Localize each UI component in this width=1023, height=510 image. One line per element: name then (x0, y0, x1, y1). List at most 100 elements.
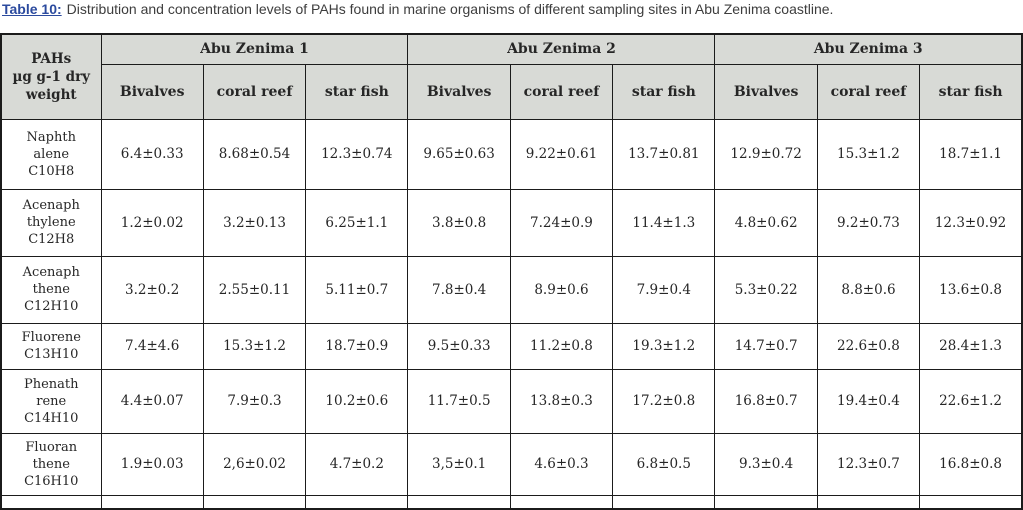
value-cell: 12.3±0.7 (816, 432, 921, 496)
organism-header: Bivalves (407, 63, 511, 120)
value-cell: 3,5±0.1 (407, 432, 511, 496)
value-cell: 15.3±1.2 (202, 322, 307, 370)
table-caption-label: Table 10: (2, 1, 62, 17)
table-row: Fluoran thene C16H10 1.9±0.03 2,6±0.02 4.7±0.… (0, 432, 1023, 496)
value-cell: 11.2±0.8 (509, 322, 614, 370)
value-cell: 12.3±0.92 (919, 188, 1023, 257)
value-cell: 8.8±0.6 (816, 255, 921, 324)
compound-line: C10H8 (28, 163, 75, 179)
value-cell: 7.8±0.4 (407, 255, 511, 324)
compound-cell: Fluorene C13H10 (0, 322, 102, 370)
value-cell: 4.7±0.2 (305, 432, 409, 496)
site-group-header: Abu Zenima 1 (100, 33, 409, 65)
value-cell: 12.9±0.72 (714, 118, 818, 190)
compound-cell: Acenaph thylene C12H8 (0, 188, 102, 257)
value-cell: 12.3±0.74 (305, 118, 409, 190)
value-cell: 19.4±0.4 (816, 368, 921, 434)
site-group-header: Abu Zenima 3 (714, 33, 1023, 65)
organism-header: coral reef (509, 63, 614, 120)
value-cell: 7.9±0.4 (612, 255, 716, 324)
value-cell: 9.22±0.61 (509, 118, 614, 190)
value-cell: 14.7±0.7 (714, 322, 818, 370)
value-cell: 13.6±0.8 (919, 255, 1023, 324)
value-cell: 3.2±0.2 (100, 255, 204, 324)
compound-line: thene (32, 282, 70, 297)
organism-header: star fish (305, 63, 409, 120)
value-cell: 4.6±0.3 (509, 432, 614, 496)
compound-cell: Phenath rene C14H10 (0, 368, 102, 434)
table-row: Acenaph thylene C12H8 1.2±0.02 3.2±0.13 6.25±… (0, 188, 1023, 257)
compound-line: Fluoran (25, 439, 78, 455)
value-cell: 8.68±0.54 (202, 118, 307, 190)
value-cell: 10.2±0.6 (305, 368, 409, 434)
compound-cell: Naphth alene C10H8 (0, 118, 102, 190)
compound-line: Phenath (23, 376, 79, 392)
value-cell: 22.6±0.8 (816, 322, 921, 370)
compound-cell: Acenaph thene C12H10 (0, 255, 102, 324)
compound-line: C14H10 (24, 410, 79, 426)
value-cell: 16.8±0.8 (919, 432, 1023, 496)
table-row: Phenath rene C14H10 4.4±0.07 7.9±0.3 10.2±0.6… (0, 368, 1023, 434)
value-cell: 4.4±0.07 (100, 368, 204, 434)
compound-line: Acenaph (22, 198, 80, 213)
organism-header: Bivalves (714, 63, 818, 120)
table-caption-text: Distribution and concentration levels of… (66, 1, 834, 17)
value-cell: 7.9±0.3 (202, 368, 307, 434)
corner-header-line: weight (25, 86, 77, 103)
value-cell: 13.7±0.81 (612, 118, 716, 190)
empty-cell (509, 494, 614, 510)
compound-line: thylene (26, 215, 76, 230)
value-cell: 28.4±1.3 (919, 322, 1023, 370)
compound-line: C12H10 (24, 299, 79, 314)
organism-header: star fish (612, 63, 716, 120)
site-group-header: Abu Zenima 2 (407, 33, 716, 65)
empty-cell (0, 494, 102, 510)
value-cell: 13.8±0.3 (509, 368, 614, 434)
table-row: Fluorene C13H10 7.4±4.6 15.3±1.2 18.7±0.9 9.5… (0, 322, 1023, 370)
corner-header-line: PAHs (31, 50, 72, 67)
organism-header: coral reef (202, 63, 307, 120)
empty-cell (305, 494, 409, 510)
compound-cell: Fluoran thene C16H10 (0, 432, 102, 496)
value-cell: 9.2±0.73 (816, 188, 921, 257)
value-cell: 22.6±1.2 (919, 368, 1023, 434)
value-cell: 3.8±0.8 (407, 188, 511, 257)
value-cell: 11.7±0.5 (407, 368, 511, 434)
value-cell: 4.8±0.62 (714, 188, 818, 257)
empty-cell (714, 494, 818, 510)
organism-header: Bivalves (100, 63, 204, 120)
compound-line: Naphth (26, 129, 76, 145)
compound-line: C16H10 (24, 473, 79, 489)
value-cell: 15.3±1.2 (816, 118, 921, 190)
value-cell: 6.4±0.33 (100, 118, 204, 190)
value-cell: 7.24±0.9 (509, 188, 614, 257)
table-row: Naphth alene C10H8 6.4±0.33 8.68±0.54 12.3±0.… (0, 118, 1023, 190)
compound-line: rene (36, 393, 67, 409)
value-cell: 1.9±0.03 (100, 432, 204, 496)
compound-line: alene (33, 146, 70, 162)
compound-line: Acenaph (22, 265, 80, 280)
table-caption: Table 10: Distribution and concentration … (2, 1, 833, 17)
value-cell: 11.4±1.3 (612, 188, 716, 257)
value-cell: 9.3±0.4 (714, 432, 818, 496)
empty-cell (612, 494, 716, 510)
organism-header: star fish (919, 63, 1023, 120)
table-body: Naphth alene C10H8 6.4±0.33 8.68±0.54 12.3±0.… (0, 118, 1023, 510)
value-cell: 17.2±0.8 (612, 368, 716, 434)
compound-line: C12H8 (28, 232, 75, 247)
value-cell: 1.2±0.02 (100, 188, 204, 257)
empty-cell (919, 494, 1023, 510)
compound-line: C13H10 (24, 347, 79, 362)
value-cell: 2,6±0.02 (202, 432, 307, 496)
organism-header: coral reef (816, 63, 921, 120)
value-cell: 5.3±0.22 (714, 255, 818, 324)
table-head: PAHs µg g-1 dry weight Abu Zenima 1 Abu Zeni… (0, 33, 1023, 120)
table-row: Acenaph thene C12H10 3.2±0.2 2.55±0.11 5.11±0… (0, 255, 1023, 324)
value-cell: 7.4±4.6 (100, 322, 204, 370)
empty-cell (816, 494, 921, 510)
pahs-table: PAHs µg g-1 dry weight Abu Zenima 1 Abu Zeni… (0, 33, 1023, 510)
value-cell: 9.5±0.33 (407, 322, 511, 370)
value-cell: 6.8±0.5 (612, 432, 716, 496)
compound-line: Fluorene (21, 330, 81, 345)
